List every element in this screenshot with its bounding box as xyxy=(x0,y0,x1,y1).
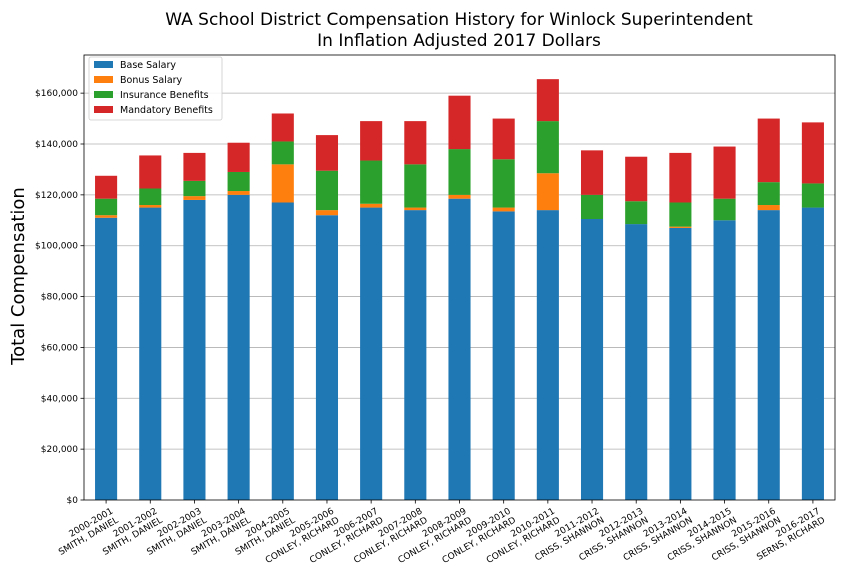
bar-insurance-benefits xyxy=(492,159,515,208)
bar-mandatory-benefits xyxy=(580,150,604,195)
y-tick-label: $120,000 xyxy=(35,191,78,201)
bar-base-salary xyxy=(580,219,604,500)
chart-subtitle: In Inflation Adjusted 2017 Dollars xyxy=(317,31,601,51)
legend-box xyxy=(88,56,223,121)
bar-mandatory-benefits xyxy=(183,152,206,181)
bar-base-salary xyxy=(271,202,294,500)
bar-base-salary xyxy=(492,211,515,500)
bar-bonus-salary xyxy=(271,164,294,203)
bar-base-salary xyxy=(360,207,383,501)
bar-bonus-salary xyxy=(183,196,206,200)
bar-mandatory-benefits xyxy=(536,79,559,122)
y-tick-label: $60,000 xyxy=(41,343,78,353)
bar-mandatory-benefits xyxy=(404,121,427,165)
bar-base-salary xyxy=(448,198,471,500)
bar-mandatory-benefits xyxy=(669,152,692,203)
bar-base-salary xyxy=(95,217,118,500)
bar-bonus-salary xyxy=(360,203,383,208)
bar-bonus-salary xyxy=(536,173,559,211)
bar-mandatory-benefits xyxy=(271,113,294,142)
y-axis-label: Total Compensation xyxy=(8,187,29,366)
bar-insurance-benefits xyxy=(536,121,559,174)
bar-insurance-benefits xyxy=(448,149,471,195)
bar-base-salary xyxy=(625,224,648,500)
bar-mandatory-benefits xyxy=(448,95,471,150)
bar-base-salary xyxy=(139,207,162,501)
bar-base-salary xyxy=(669,227,692,500)
bar-mandatory-benefits xyxy=(492,118,515,160)
bar-base-salary xyxy=(404,210,427,500)
legend-swatch xyxy=(94,91,113,98)
y-axis-ticks: $0 $20,000 $40,000 $60,000 $80,000 $100,000 $1… xyxy=(35,89,84,506)
bar-mandatory-benefits xyxy=(139,155,162,189)
legend-label: Base Salary xyxy=(120,60,176,71)
bar-insurance-benefits xyxy=(183,180,206,197)
bar-mandatory-benefits xyxy=(713,146,736,199)
bar-insurance-benefits xyxy=(801,183,824,208)
bar-base-salary xyxy=(536,210,559,500)
y-tick-label: $0 xyxy=(67,496,79,506)
bar-mandatory-benefits xyxy=(360,121,383,161)
y-tick-label: $140,000 xyxy=(35,140,78,150)
y-tick-label: $20,000 xyxy=(41,445,78,455)
bar-insurance-benefits xyxy=(757,182,780,206)
legend-label: Insurance Benefits xyxy=(120,90,209,101)
bar-bonus-salary xyxy=(95,215,118,218)
legend: Base Salary Bonus Salary Insurance Benefit… xyxy=(88,56,223,121)
bar-stack-group xyxy=(95,79,824,501)
bar-mandatory-benefits xyxy=(227,142,250,172)
bar-bonus-salary xyxy=(448,194,471,199)
bar-insurance-benefits xyxy=(139,188,162,206)
bar-mandatory-benefits xyxy=(757,118,780,183)
bar-mandatory-benefits xyxy=(625,156,648,202)
bar-insurance-benefits xyxy=(625,201,648,225)
chart-title: WA School District Compensation History … xyxy=(165,10,753,30)
y-tick-label: $100,000 xyxy=(35,242,78,252)
bar-mandatory-benefits xyxy=(95,175,118,199)
bar-bonus-salary xyxy=(404,207,427,211)
bar-insurance-benefits xyxy=(404,164,427,208)
legend-swatch xyxy=(94,76,113,83)
bar-bonus-salary xyxy=(227,191,250,195)
bar-base-salary xyxy=(757,210,780,500)
bar-base-salary xyxy=(713,220,736,501)
bar-base-salary xyxy=(227,194,250,500)
bar-insurance-benefits xyxy=(95,198,118,216)
bar-insurance-benefits xyxy=(227,171,250,192)
bar-mandatory-benefits xyxy=(315,135,339,171)
bar-bonus-salary xyxy=(669,226,692,228)
bar-bonus-salary xyxy=(139,205,162,208)
y-tick-label: $160,000 xyxy=(35,89,78,99)
legend-label: Bonus Salary xyxy=(120,75,183,86)
bar-base-salary xyxy=(801,207,824,501)
bar-bonus-salary xyxy=(315,210,339,216)
bar-bonus-salary xyxy=(757,205,780,211)
legend-swatch xyxy=(94,106,113,113)
bar-bonus-salary xyxy=(492,207,515,212)
legend-swatch xyxy=(94,61,113,68)
bar-insurance-benefits xyxy=(271,141,294,165)
bar-base-salary xyxy=(183,199,206,500)
y-tick-label: $80,000 xyxy=(41,293,78,303)
bar-insurance-benefits xyxy=(315,170,339,211)
bar-base-salary xyxy=(315,215,339,500)
legend-label: Mandatory Benefits xyxy=(120,105,213,116)
bar-insurance-benefits xyxy=(360,160,383,204)
bar-insurance-benefits xyxy=(713,198,736,221)
bar-mandatory-benefits xyxy=(801,122,824,184)
y-tick-label: $40,000 xyxy=(41,394,78,404)
bar-insurance-benefits xyxy=(669,202,692,227)
bar-insurance-benefits xyxy=(580,194,604,220)
